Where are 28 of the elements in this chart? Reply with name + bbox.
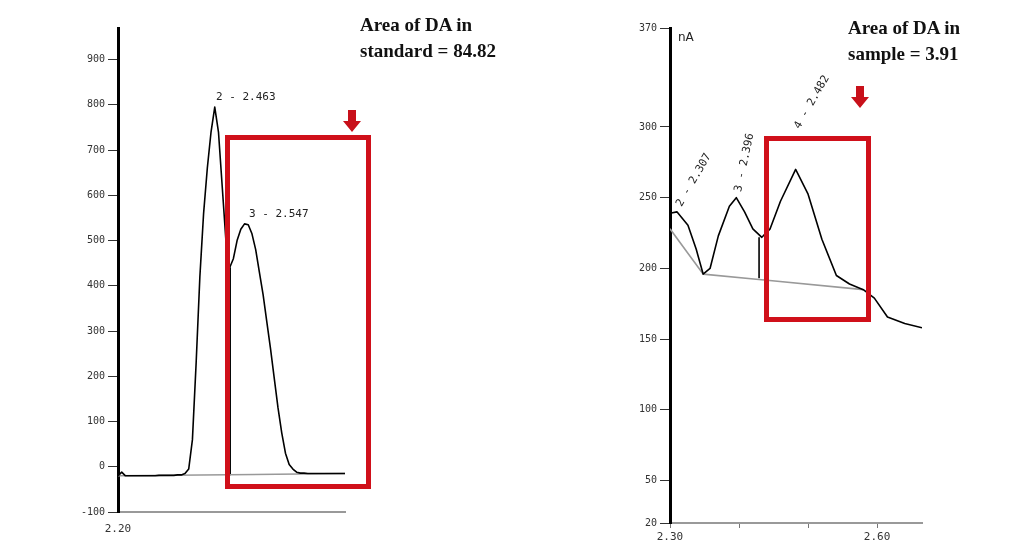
x-tick-label: 2.30: [656, 530, 684, 541]
annotation: Area of DA in sample = 3.91: [848, 16, 962, 66]
y-tick-label: 300: [638, 120, 657, 132]
y-axis-title: nA: [678, 30, 695, 45]
y-tick-label: 100: [638, 403, 657, 415]
y-tick-label: 800: [86, 98, 105, 110]
y-tick-label: 700: [86, 143, 105, 155]
y-tick-label: 100: [86, 415, 105, 427]
y-tick-label: 0: [98, 460, 105, 472]
y-tick-label: 600: [86, 188, 105, 200]
y-tick-label: 150: [638, 332, 657, 344]
y-tick-label: 200: [86, 369, 105, 381]
y-tick-label: 20: [644, 516, 657, 528]
y-tick-label: 200: [638, 262, 657, 274]
text: Area of DA in standard = 84.82: [360, 13, 497, 63]
y-tick-label: 250: [638, 191, 657, 203]
x-tick-label: 2.20: [104, 522, 132, 536]
y-tick-label: 300: [86, 324, 105, 336]
annotation: 3 - 2.396: [731, 131, 757, 193]
y-tick-label: -100: [80, 505, 105, 517]
y-tick-label: 500: [86, 234, 105, 246]
y-tick-label: 370: [638, 21, 657, 33]
y-tick-label: 400: [86, 279, 105, 291]
y-tick-label: 50: [644, 474, 657, 486]
annotation: 2 - 2.463: [216, 90, 276, 104]
annotation: 3 - 2.547: [249, 207, 309, 221]
x-tick-label: 2.60: [863, 530, 891, 541]
y-tick-label: 900: [86, 53, 105, 65]
